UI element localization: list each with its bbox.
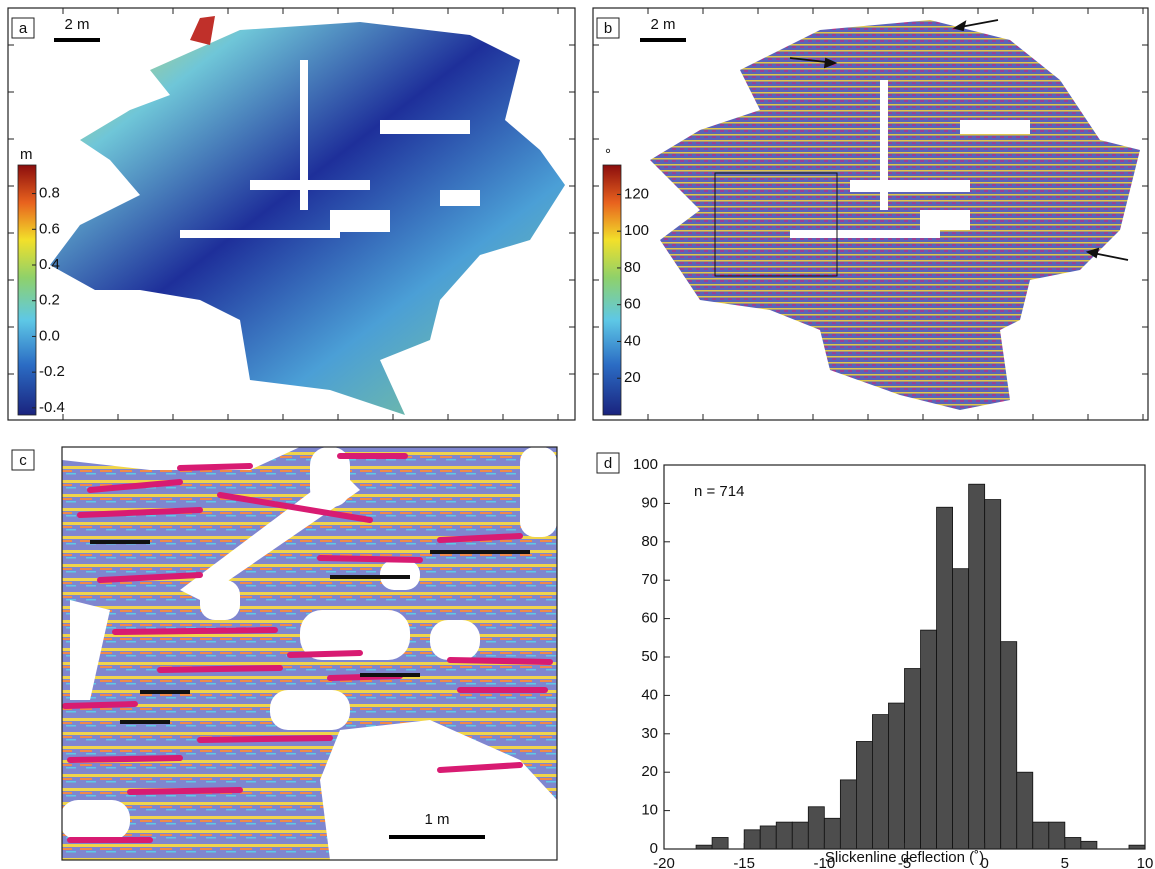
bar xyxy=(921,630,937,849)
scale-bar-label: 1 m xyxy=(424,811,449,828)
bar xyxy=(985,500,1001,849)
colorbar-tick-label: 120 xyxy=(624,185,649,202)
bar xyxy=(1017,772,1033,849)
y-tick-label: 10 xyxy=(641,802,658,819)
panel-label: d xyxy=(604,455,612,472)
y-tick-label: 70 xyxy=(641,571,658,588)
bar xyxy=(856,741,872,849)
panel-a: a 2 m xyxy=(8,8,575,420)
x-tick-label: 5 xyxy=(1061,855,1069,869)
colorbar-tick-label: 0.2 xyxy=(39,292,60,309)
y-tick-label: 30 xyxy=(641,725,658,742)
bar xyxy=(1065,837,1081,849)
bar xyxy=(840,780,856,849)
colorbar xyxy=(18,165,36,415)
annotation: n = 714 xyxy=(694,483,744,500)
y-tick-label: 60 xyxy=(641,610,658,627)
bar xyxy=(1033,822,1049,849)
slickenline-map xyxy=(650,20,1140,410)
bar xyxy=(744,830,760,849)
colorbar-tick-label: 60 xyxy=(624,296,641,313)
bar xyxy=(824,818,840,849)
colorbar-tick-label: 0.0 xyxy=(39,327,60,344)
panel-d: d xyxy=(597,453,619,473)
scale-bar-label: 2 m xyxy=(650,16,675,33)
scale-bar-label: 2 m xyxy=(64,16,89,33)
colorbar-tick-label: 20 xyxy=(624,369,641,386)
bar xyxy=(1049,822,1065,849)
x-tick-label: 10 xyxy=(1137,855,1154,869)
x-tick-label: -20 xyxy=(653,855,675,869)
y-tick-label: 50 xyxy=(641,648,658,665)
colorbar-tick-label: -0.2 xyxy=(39,363,65,380)
y-tick-label: 40 xyxy=(641,686,658,703)
bar xyxy=(808,807,824,849)
colorbar-title: m xyxy=(20,146,33,163)
figure: a 2 m b 2 m xyxy=(0,0,1155,869)
panel-label: c xyxy=(19,452,27,469)
y-tick-label: 20 xyxy=(641,763,658,780)
map-patch xyxy=(190,16,215,45)
bar xyxy=(969,484,985,849)
x-tick-label: -15 xyxy=(733,855,755,869)
colorbar-tick-label: 0.8 xyxy=(39,185,60,202)
colorbar-tick-label: 80 xyxy=(624,259,641,276)
colorbar-tick-label: 100 xyxy=(624,222,649,239)
bar xyxy=(905,669,921,849)
bar xyxy=(760,826,776,849)
colorbar-tick-label: 0.4 xyxy=(39,256,60,273)
colorbar xyxy=(603,165,621,415)
y-tick-label: 0 xyxy=(650,840,658,857)
panel-c: c 1 m xyxy=(12,447,557,860)
bar xyxy=(872,715,888,849)
bar xyxy=(792,822,808,849)
bar xyxy=(1081,841,1097,849)
y-tick-label: 90 xyxy=(641,494,658,511)
colorbar-tick-label: 40 xyxy=(624,332,641,349)
panel-b: b 2 m xyxy=(593,8,1148,420)
y-tick-label: 100 xyxy=(633,456,658,473)
bar xyxy=(888,703,904,849)
y-tick-label: 80 xyxy=(641,533,658,550)
bar xyxy=(776,822,792,849)
colorbar-tick-label: -0.4 xyxy=(39,399,65,416)
bar xyxy=(953,569,969,849)
panel-label: b xyxy=(604,20,612,37)
bar xyxy=(937,507,953,849)
colorbar-title: ° xyxy=(605,146,611,163)
x-axis-label: Slickenline deflection (˚) xyxy=(825,849,984,866)
panel-label: a xyxy=(19,20,28,37)
bar xyxy=(712,837,728,849)
colorbar-tick-label: 0.6 xyxy=(39,220,60,237)
bar xyxy=(1001,642,1017,849)
